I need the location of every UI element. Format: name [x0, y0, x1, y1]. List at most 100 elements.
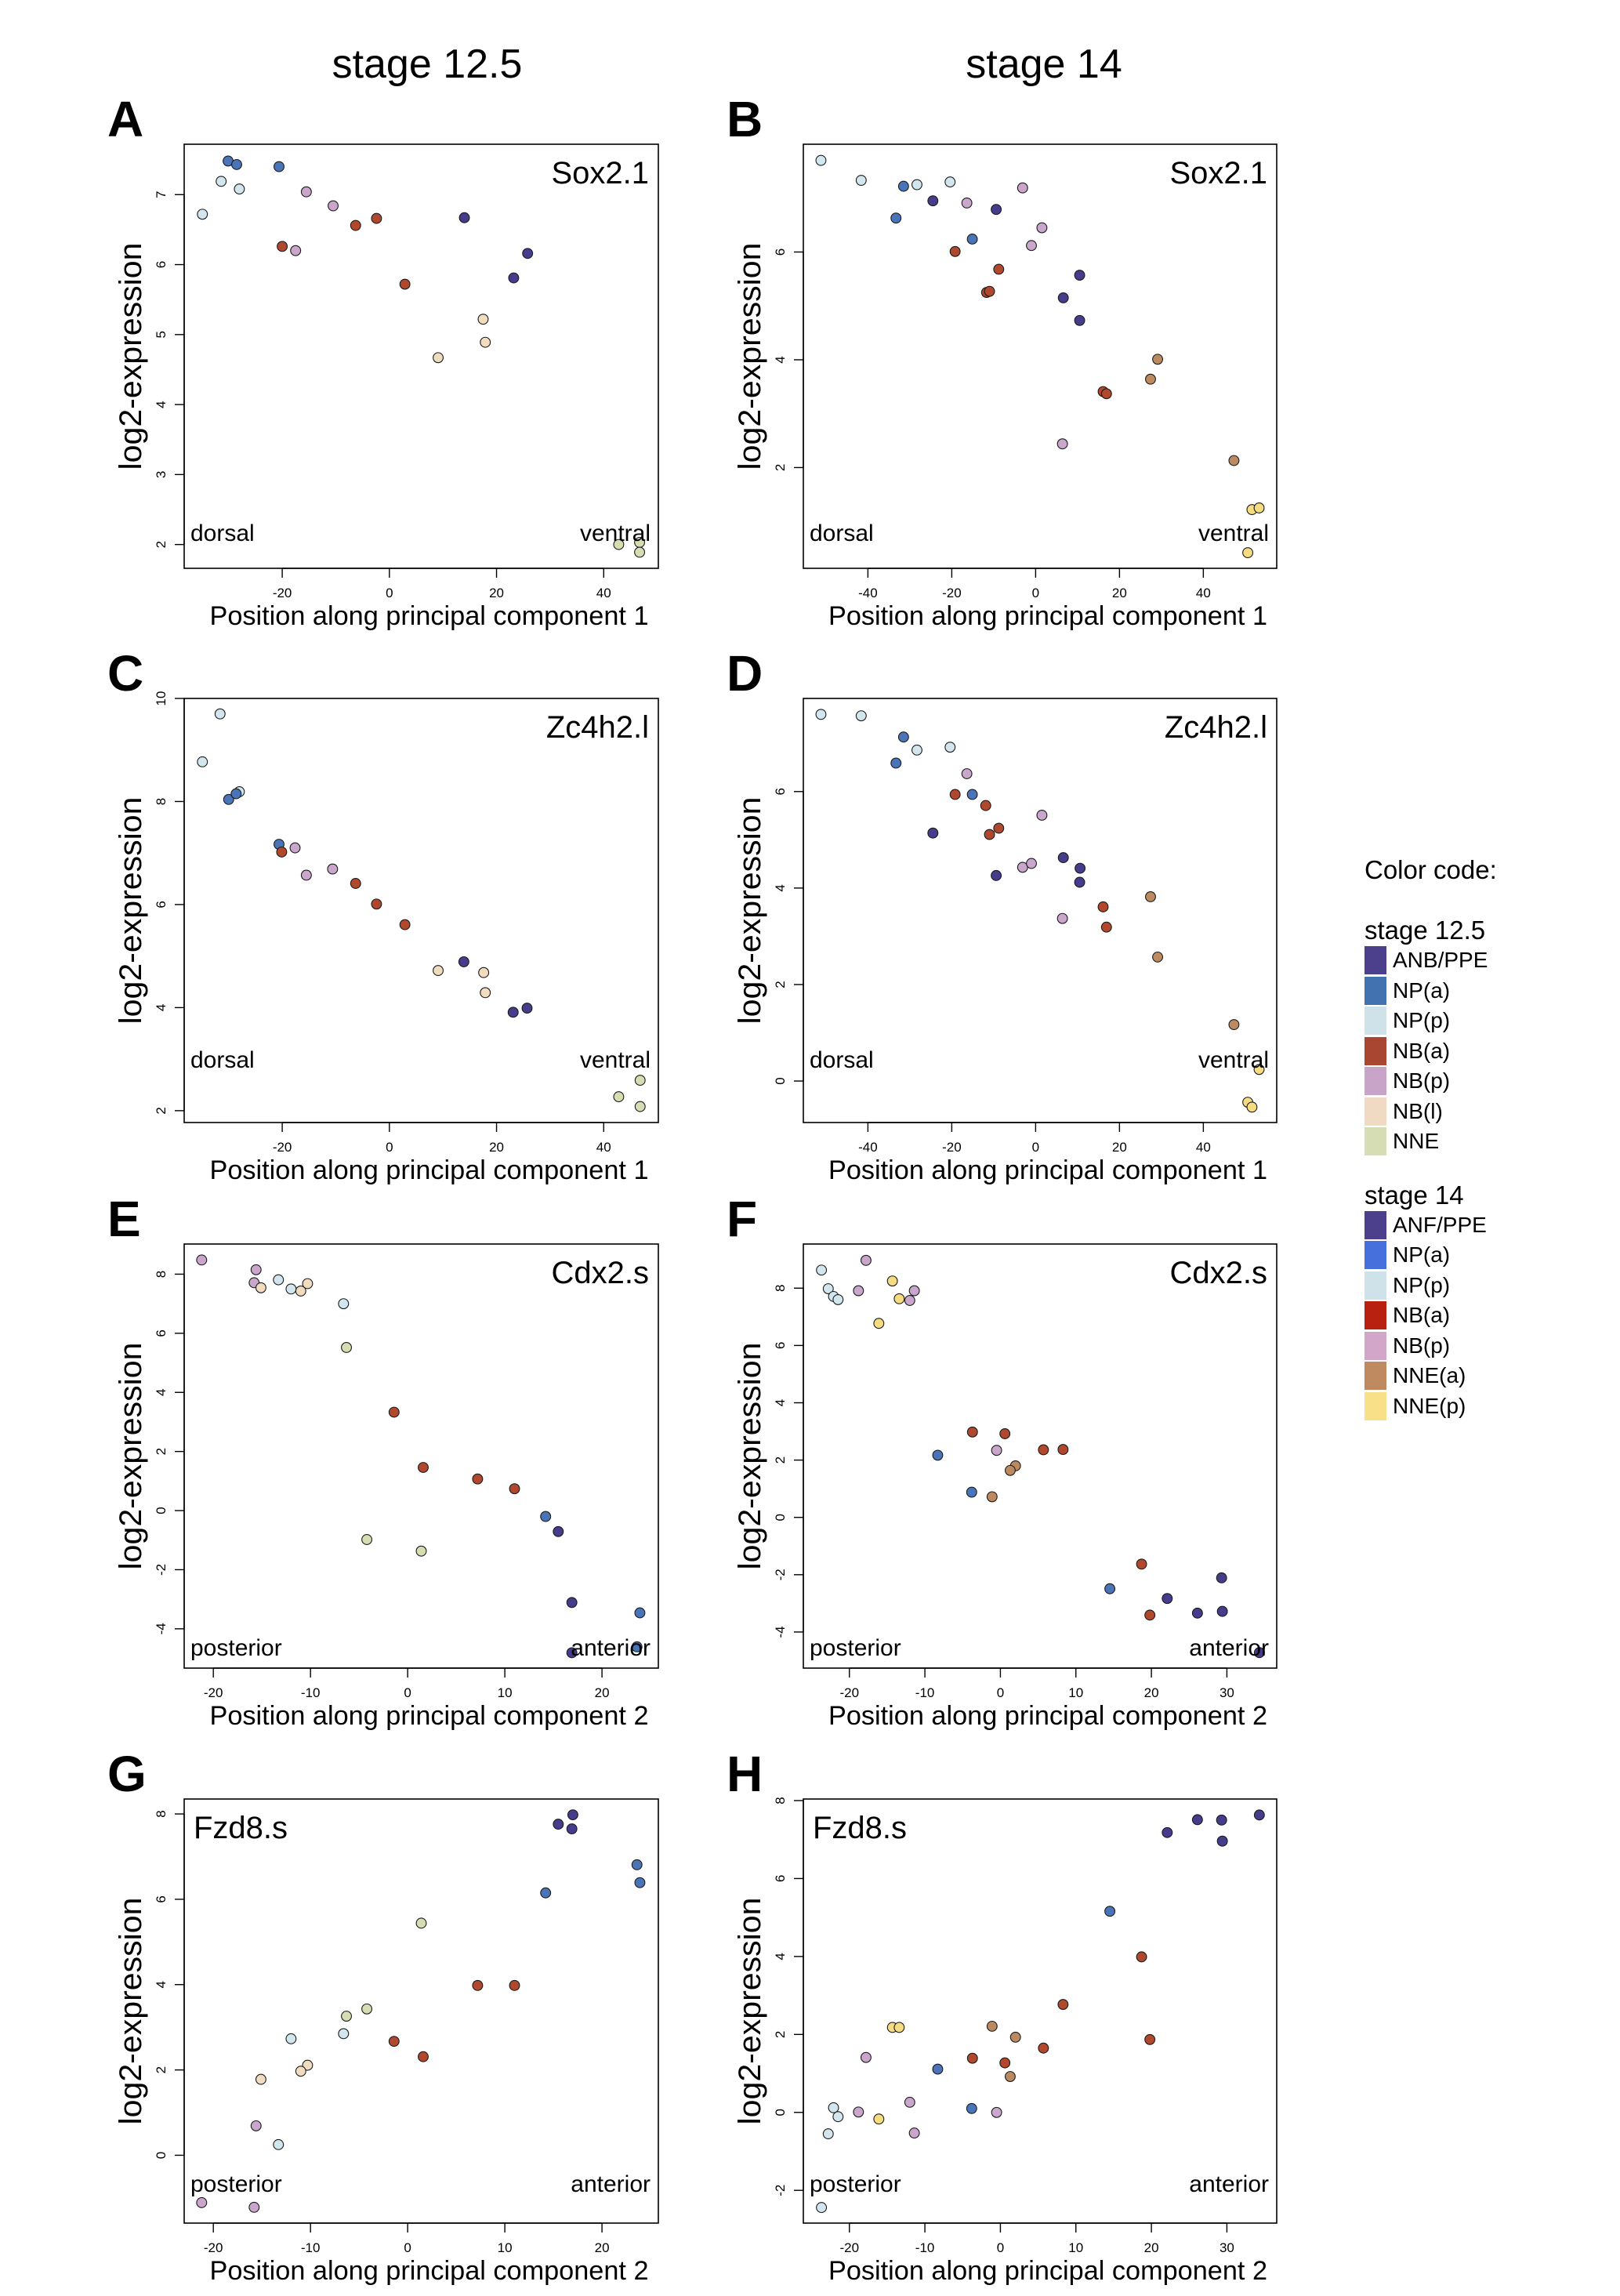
- x-tick-label: -20: [273, 586, 292, 600]
- annotation-left: dorsal: [190, 520, 255, 546]
- data-point-nba: [371, 898, 382, 910]
- y-axis-title: log2-expression: [733, 243, 767, 470]
- data-point-nbp: [908, 1285, 920, 1297]
- data-point-nbp: [904, 2096, 915, 2108]
- y-tick-label: 8: [773, 1285, 788, 1292]
- legend-item: ANB/PPE: [1364, 945, 1600, 976]
- legend-stage-label: stage 12.5: [1364, 916, 1486, 945]
- data-point-nbl: [477, 314, 489, 325]
- x-tick-label: 30: [1220, 2240, 1234, 2255]
- data-point-nba: [276, 846, 288, 858]
- data-point-nba: [999, 1428, 1011, 1439]
- y-axis: -4 -2 0 2 4 6 8 log2-expression: [733, 1285, 804, 1638]
- data-point-nba: [509, 1979, 520, 1991]
- plot-frame: [183, 1243, 659, 1669]
- y-axis-title: log2-expression: [114, 1343, 148, 1570]
- y-tick-label: 2: [154, 541, 169, 548]
- data-point-nnep: [873, 1318, 885, 1329]
- legend-label: NB(p): [1393, 1068, 1451, 1094]
- y-tick-label: 4: [773, 1399, 788, 1406]
- panel-letter: E: [107, 1191, 141, 1247]
- x-tick-label: 20: [489, 1140, 504, 1155]
- legend-item: NB(p): [1364, 1331, 1600, 1362]
- panel-letter: H: [727, 1746, 763, 1802]
- data-point-npa: [890, 757, 902, 769]
- data-point-nba: [1100, 388, 1112, 400]
- data-point-nbp: [961, 197, 973, 209]
- data-point-npp: [197, 209, 208, 220]
- data-point-nba: [388, 2036, 400, 2048]
- data-point-nba: [999, 2057, 1011, 2069]
- y-tick-label: 2: [154, 1448, 169, 1455]
- data-point-npp: [273, 2138, 284, 2150]
- y-tick-label: 8: [773, 1797, 788, 1804]
- data-points: [197, 155, 646, 558]
- data-point-npa: [897, 731, 909, 743]
- x-tick-label: -20: [273, 1140, 292, 1155]
- data-point-anb: [553, 1525, 564, 1537]
- legend-stage-label: stage 14: [1364, 1180, 1464, 1210]
- data-point-anb: [458, 956, 469, 967]
- data-point-anb: [567, 1809, 578, 1821]
- legend-label: NB(a): [1393, 1303, 1451, 1328]
- data-point-npa: [932, 2063, 944, 2075]
- legend-item: NP(a): [1364, 976, 1600, 1007]
- y-tick-label: 4: [773, 884, 788, 891]
- legend-swatch: [1364, 1067, 1386, 1096]
- x-tick-label: 10: [498, 1685, 513, 1700]
- data-point-nnea: [1145, 373, 1156, 385]
- y-tick-label: 5: [154, 331, 169, 338]
- data-point-nne: [361, 2003, 373, 2015]
- y-axis: 2 4 6 log2-expression: [733, 243, 804, 471]
- data-point-npp: [911, 179, 922, 190]
- data-point-npa: [897, 180, 909, 192]
- y-tick-label: 6: [773, 248, 788, 256]
- annotation-right: ventral: [1198, 1047, 1269, 1073]
- x-axis-title: Position along principal component 2: [828, 2256, 1267, 2286]
- legend-item: NNE(p): [1364, 1391, 1600, 1422]
- y-tick-label: 8: [154, 1810, 169, 1817]
- data-point-npa: [966, 2102, 977, 2114]
- data-point-anb: [508, 272, 520, 284]
- annotation-left: dorsal: [810, 520, 874, 546]
- legend-item: NB(a): [1364, 1036, 1600, 1067]
- data-point-nne: [341, 1342, 352, 1353]
- x-tick-label: 0: [1032, 1140, 1039, 1155]
- y-tick-label: 0: [773, 2109, 788, 2116]
- legend-item: NNE: [1364, 1126, 1600, 1157]
- annotation-right: anterior: [571, 2171, 651, 2197]
- data-point-anb: [522, 248, 534, 259]
- data-point-anf: [1162, 1593, 1173, 1605]
- data-point-nnep: [873, 2113, 885, 2125]
- data-point-npa: [540, 1511, 552, 1522]
- data-point-nba: [949, 789, 961, 800]
- x-tick-label: 20: [595, 2240, 610, 2255]
- data-point-npa: [631, 1859, 643, 1870]
- data-point-nbl: [302, 2059, 313, 2071]
- y-tick-label: 6: [154, 1895, 169, 1902]
- data-points: [196, 1809, 646, 2213]
- data-point-nbp: [250, 2120, 262, 2131]
- data-point-nba: [418, 1462, 429, 1473]
- y-axis: 2 4 6 8 10 log2-expression: [114, 691, 185, 1115]
- legend-label: NP(p): [1393, 1272, 1451, 1297]
- data-points: [197, 708, 646, 1112]
- x-tick-label: -20: [204, 2240, 223, 2255]
- data-point-nnea: [1228, 455, 1240, 466]
- data-point-npa: [966, 1486, 977, 1498]
- data-point-nbp: [328, 200, 339, 212]
- data-point-npp: [816, 1264, 828, 1276]
- y-tick-label: 10: [154, 691, 169, 706]
- y-tick-label: 4: [154, 401, 169, 408]
- legend-swatch: [1364, 1241, 1386, 1270]
- x-tick-label: 40: [1196, 586, 1211, 600]
- x-axis-title: Position along principal component 2: [210, 2256, 649, 2286]
- data-point-anb: [458, 212, 470, 223]
- plot-frame: [803, 143, 1278, 569]
- annotation-right: ventral: [1198, 520, 1269, 546]
